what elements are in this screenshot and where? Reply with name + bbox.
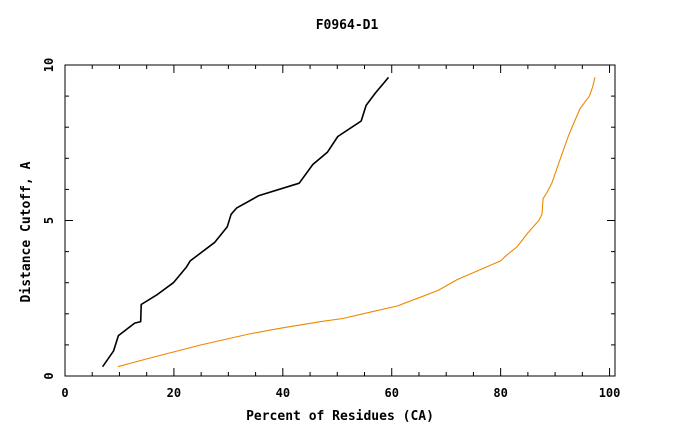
x-axis-label: Percent of Residues (CA)	[246, 409, 434, 424]
x-tick-label: 80	[493, 386, 507, 400]
plot-frame	[64, 64, 616, 377]
x-tick-label: 40	[276, 386, 290, 400]
axis-tick-labels: 0 20 40 60 80 100 0 5 10	[42, 58, 620, 400]
x-tick-label: 20	[167, 386, 181, 400]
series-line-2	[117, 77, 596, 368]
y-axis-label: Distance Cutoff, A	[19, 161, 34, 302]
x-tick-label: 100	[599, 386, 621, 400]
x-tick-label: 0	[61, 386, 68, 400]
chart-title: F0964-D1	[316, 18, 379, 33]
y-tick-label: 10	[42, 58, 56, 72]
series-line-1	[101, 76, 390, 368]
x-tick-label: 60	[385, 386, 399, 400]
y-tick-label: 5	[42, 217, 56, 224]
y-tick-label: 0	[42, 372, 56, 379]
series-layer	[101, 76, 596, 368]
axis-ticks	[64, 64, 615, 377]
